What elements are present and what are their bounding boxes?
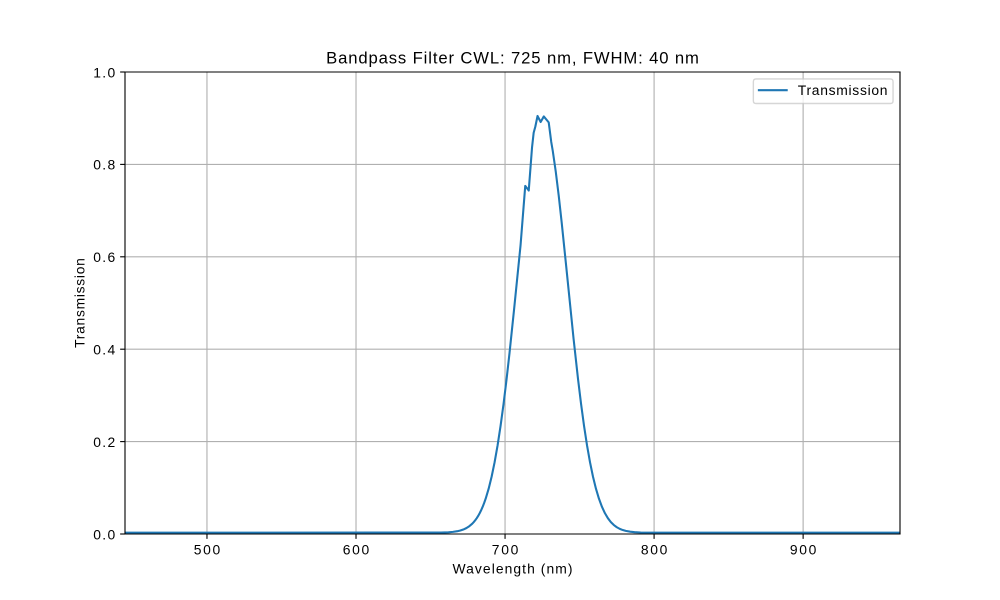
svg-text:Transmission: Transmission [798,82,888,98]
svg-text:0.8: 0.8 [93,157,115,173]
svg-text:0.0: 0.0 [93,526,115,542]
svg-text:0.4: 0.4 [93,341,115,357]
svg-text:600: 600 [343,541,370,557]
svg-text:0.2: 0.2 [93,434,115,450]
svg-text:Bandpass Filter CWL: 725 nm, F: Bandpass Filter CWL: 725 nm, FWHM: 40 nm [326,49,699,68]
svg-text:1.0: 1.0 [93,64,115,80]
svg-text:0.6: 0.6 [93,249,115,265]
svg-text:800: 800 [641,541,668,557]
svg-text:900: 900 [790,541,817,557]
svg-text:Transmission: Transmission [72,258,88,348]
svg-text:700: 700 [492,541,519,557]
svg-text:500: 500 [194,541,221,557]
svg-text:Wavelength (nm): Wavelength (nm) [453,560,573,576]
